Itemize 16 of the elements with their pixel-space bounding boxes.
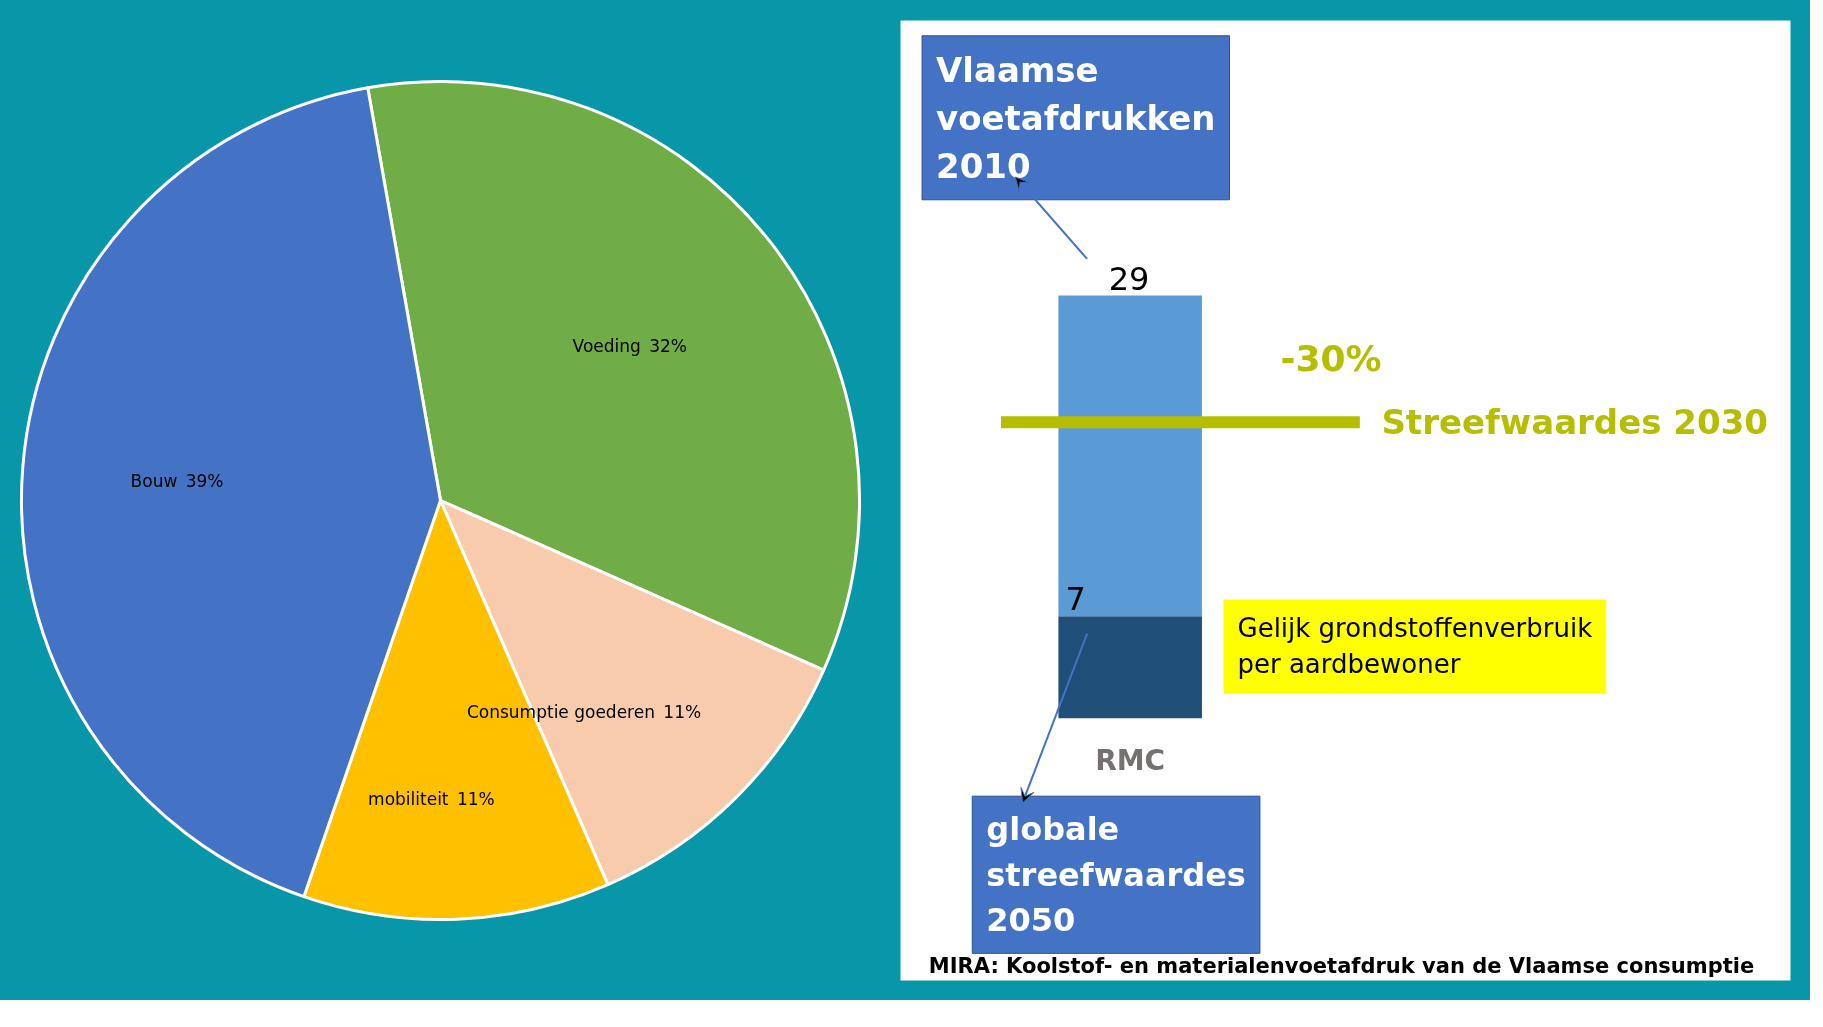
data-label: 32% bbox=[649, 336, 688, 357]
ref-line-label: Streefwaardes 2030 bbox=[1381, 402, 1768, 443]
x-tick-label: RMC bbox=[1095, 744, 1166, 778]
total-label: 29 bbox=[1108, 259, 1150, 298]
text: globale streefwaardes 2050 bbox=[986, 810, 1246, 940]
text: MIRA: Koolstof- en materialenvoetafdruk van de Vlaamse consumptie bbox=[928, 953, 1755, 978]
text: -30% bbox=[1280, 338, 1382, 380]
slice-label: Bouw bbox=[130, 470, 178, 491]
text: Gelijk grondstoffenverbruik per aardbewoner bbox=[1237, 613, 1593, 680]
data-label: 11% bbox=[456, 788, 495, 809]
data-label: 11% bbox=[663, 702, 702, 723]
data-label: 39% bbox=[185, 470, 224, 491]
slice-label: mobiliteit bbox=[368, 788, 449, 809]
data-label: 7 bbox=[1065, 580, 1086, 619]
slice-label: Voeding bbox=[572, 336, 641, 357]
text: Vlaamse voetafdrukken 2010 bbox=[936, 49, 1216, 186]
